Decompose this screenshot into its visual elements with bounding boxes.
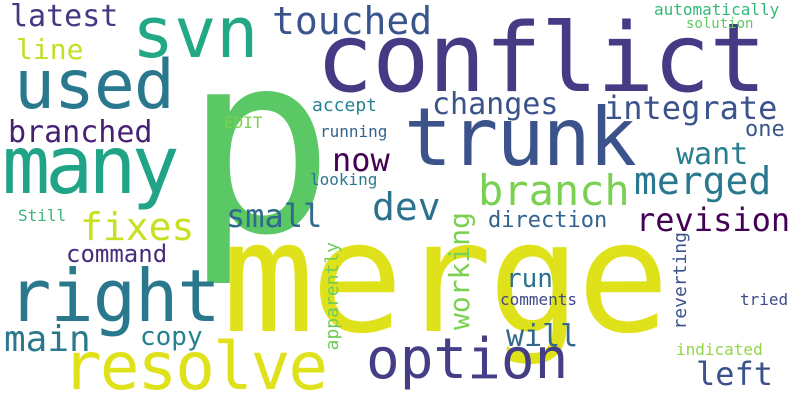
word-trunk: trunk — [404, 91, 637, 184]
word-accept: accept — [312, 95, 378, 116]
word-changes: changes — [432, 87, 559, 122]
word-direction: direction — [488, 208, 608, 233]
word-Still: Still — [18, 206, 67, 225]
word-revision: revision — [636, 201, 791, 239]
word-automatically: automatically — [654, 0, 780, 19]
word-branched: branched — [8, 115, 153, 150]
word-svn: svn — [132, 0, 259, 74]
word-comments: comments — [500, 290, 578, 309]
word-looking: looking — [310, 170, 378, 189]
word-fixes: fixes — [80, 205, 195, 249]
word-integrate: integrate — [604, 89, 778, 127]
word-merge: merge — [222, 189, 670, 368]
word-main: main — [4, 319, 91, 360]
word-working: working — [443, 212, 476, 331]
word-solution: solution — [686, 16, 754, 32]
word-used: used — [14, 46, 175, 125]
word-p: p — [184, 0, 335, 290]
word-left: left — [696, 355, 774, 393]
word-now: now — [332, 141, 390, 179]
word-will: will — [506, 319, 579, 354]
word-small: small — [226, 197, 323, 235]
word-want: want — [676, 137, 749, 172]
word-resolve: resolve — [62, 328, 328, 400]
word-merged: merged — [634, 159, 772, 203]
word-indicated: indicated — [676, 340, 763, 359]
word-conflict: conflict — [316, 4, 767, 114]
word-copy: copy — [140, 322, 203, 352]
word-running: running — [320, 122, 388, 141]
word-command: command — [66, 240, 168, 268]
word-tried: tried — [740, 290, 789, 309]
word-branch: branch — [478, 166, 630, 215]
word-EDIT: EDIT — [224, 113, 263, 132]
word-dev: dev — [372, 185, 441, 229]
word-many: many — [2, 119, 180, 212]
word-latest: latest — [10, 0, 119, 34]
word-one: one — [745, 117, 785, 142]
word-apparently: apparently — [322, 242, 343, 351]
word-option: option — [366, 327, 569, 392]
word-touched: touched — [272, 0, 433, 43]
word-right: right — [8, 254, 221, 338]
word-reverting: reverting — [670, 232, 691, 330]
word-run: run — [506, 264, 553, 294]
word-line: line — [16, 33, 84, 66]
